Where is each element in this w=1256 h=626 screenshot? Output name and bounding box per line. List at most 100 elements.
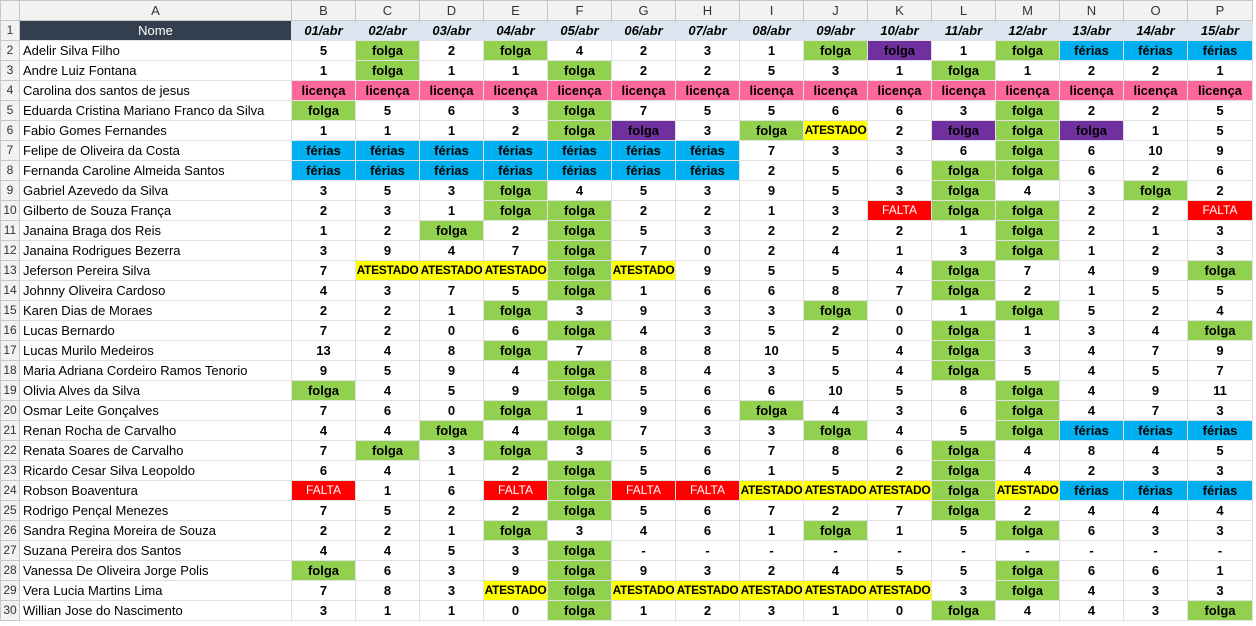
- schedule-cell[interactable]: 5: [1123, 360, 1188, 381]
- schedule-cell[interactable]: férias: [1123, 420, 1188, 441]
- employee-name-cell[interactable]: Ricardo Cesar Silva Leopoldo: [19, 460, 292, 481]
- schedule-cell[interactable]: férias: [1059, 480, 1124, 501]
- row-number[interactable]: 11: [0, 220, 20, 241]
- schedule-cell[interactable]: 4: [867, 260, 932, 281]
- schedule-cell[interactable]: 5: [611, 380, 676, 401]
- schedule-cell[interactable]: 3: [803, 140, 868, 161]
- schedule-cell[interactable]: ATESTADO: [803, 580, 868, 601]
- schedule-cell[interactable]: folga: [867, 40, 932, 61]
- schedule-cell[interactable]: 1: [419, 60, 484, 81]
- schedule-cell[interactable]: 3: [675, 300, 740, 321]
- schedule-cell[interactable]: 2: [675, 60, 740, 81]
- row-number[interactable]: 15: [0, 300, 20, 321]
- schedule-cell[interactable]: -: [1187, 540, 1253, 561]
- schedule-cell[interactable]: 3: [675, 220, 740, 241]
- schedule-cell[interactable]: ATESTADO: [611, 580, 676, 601]
- schedule-cell[interactable]: 9: [1187, 140, 1253, 161]
- schedule-cell[interactable]: -: [867, 540, 932, 561]
- schedule-cell[interactable]: 4: [1059, 340, 1124, 361]
- schedule-cell[interactable]: 2: [739, 220, 804, 241]
- schedule-cell[interactable]: 7: [291, 500, 356, 521]
- schedule-cell[interactable]: 5: [291, 40, 356, 61]
- schedule-cell[interactable]: folga: [995, 40, 1060, 61]
- schedule-cell[interactable]: 2: [1123, 60, 1188, 81]
- schedule-cell[interactable]: 3: [867, 180, 932, 201]
- schedule-cell[interactable]: FALTA: [675, 480, 740, 501]
- schedule-cell[interactable]: 5: [675, 100, 740, 121]
- schedule-cell[interactable]: 6: [1123, 560, 1188, 581]
- schedule-cell[interactable]: 0: [675, 240, 740, 261]
- schedule-cell[interactable]: 4: [867, 340, 932, 361]
- schedule-cell[interactable]: 1: [995, 60, 1060, 81]
- schedule-cell[interactable]: 4: [1187, 300, 1253, 321]
- schedule-cell[interactable]: 9: [1123, 260, 1188, 281]
- schedule-cell[interactable]: 3: [355, 200, 420, 221]
- schedule-cell[interactable]: 4: [995, 180, 1060, 201]
- schedule-cell[interactable]: folga: [931, 260, 996, 281]
- schedule-cell[interactable]: 1: [419, 300, 484, 321]
- schedule-cell[interactable]: folga: [931, 160, 996, 181]
- schedule-cell[interactable]: 7: [291, 260, 356, 281]
- schedule-cell[interactable]: 9: [1187, 340, 1253, 361]
- schedule-cell[interactable]: ATESTADO: [739, 480, 804, 501]
- row-number[interactable]: 7: [0, 140, 20, 161]
- schedule-cell[interactable]: 5: [355, 100, 420, 121]
- date-header-cell[interactable]: 09/abr: [803, 20, 868, 41]
- schedule-cell[interactable]: 5: [355, 180, 420, 201]
- schedule-cell[interactable]: férias: [1059, 420, 1124, 441]
- schedule-cell[interactable]: licença: [611, 80, 676, 101]
- schedule-cell[interactable]: ATESTADO: [355, 260, 420, 281]
- schedule-cell[interactable]: 2: [1187, 180, 1253, 201]
- schedule-cell[interactable]: 2: [291, 200, 356, 221]
- schedule-cell[interactable]: 2: [419, 40, 484, 61]
- schedule-cell[interactable]: 2: [675, 600, 740, 621]
- schedule-cell[interactable]: 3: [739, 360, 804, 381]
- schedule-cell[interactable]: FALTA: [291, 480, 356, 501]
- date-header-cell[interactable]: 11/abr: [931, 20, 996, 41]
- row-number[interactable]: 18: [0, 360, 20, 381]
- employee-name-cell[interactable]: Lucas Bernardo: [19, 320, 292, 341]
- schedule-cell[interactable]: 3: [867, 400, 932, 421]
- schedule-cell[interactable]: -: [803, 540, 868, 561]
- schedule-cell[interactable]: 3: [1187, 220, 1253, 241]
- schedule-cell[interactable]: 4: [803, 400, 868, 421]
- schedule-cell[interactable]: 1: [1123, 120, 1188, 141]
- schedule-cell[interactable]: 5: [739, 60, 804, 81]
- schedule-cell[interactable]: 3: [547, 440, 612, 461]
- schedule-cell[interactable]: 1: [547, 400, 612, 421]
- schedule-cell[interactable]: folga: [995, 300, 1060, 321]
- schedule-cell[interactable]: 8: [419, 340, 484, 361]
- schedule-cell[interactable]: férias: [675, 140, 740, 161]
- employee-name-cell[interactable]: Gabriel Azevedo da Silva: [19, 180, 292, 201]
- schedule-cell[interactable]: folga: [547, 380, 612, 401]
- schedule-cell[interactable]: 1: [291, 220, 356, 241]
- schedule-cell[interactable]: 1: [611, 600, 676, 621]
- schedule-cell[interactable]: ATESTADO: [675, 580, 740, 601]
- schedule-cell[interactable]: 6: [675, 380, 740, 401]
- employee-name-cell[interactable]: Vera Lucia Martins Lima: [19, 580, 292, 601]
- schedule-cell[interactable]: -: [1123, 540, 1188, 561]
- date-header-cell[interactable]: 12/abr: [995, 20, 1060, 41]
- schedule-cell[interactable]: -: [931, 540, 996, 561]
- row-number[interactable]: 8: [0, 160, 20, 181]
- schedule-cell[interactable]: 4: [483, 360, 548, 381]
- schedule-cell[interactable]: 3: [1187, 460, 1253, 481]
- schedule-cell[interactable]: 9: [291, 360, 356, 381]
- schedule-cell[interactable]: 6: [291, 460, 356, 481]
- schedule-cell[interactable]: folga: [483, 440, 548, 461]
- schedule-cell[interactable]: 4: [1059, 580, 1124, 601]
- schedule-cell[interactable]: 7: [867, 280, 932, 301]
- schedule-cell[interactable]: 4: [1059, 380, 1124, 401]
- schedule-cell[interactable]: 5: [1187, 100, 1253, 121]
- row-number[interactable]: 24: [0, 480, 20, 501]
- schedule-cell[interactable]: 3: [675, 120, 740, 141]
- schedule-cell[interactable]: folga: [547, 580, 612, 601]
- schedule-cell[interactable]: 3: [419, 440, 484, 461]
- schedule-cell[interactable]: 1: [1187, 60, 1253, 81]
- schedule-cell[interactable]: folga: [995, 100, 1060, 121]
- schedule-cell[interactable]: 5: [419, 540, 484, 561]
- employee-name-cell[interactable]: Felipe de Oliveira da Costa: [19, 140, 292, 161]
- schedule-cell[interactable]: 2: [483, 220, 548, 241]
- date-header-cell[interactable]: 03/abr: [419, 20, 484, 41]
- schedule-cell[interactable]: 7: [1123, 340, 1188, 361]
